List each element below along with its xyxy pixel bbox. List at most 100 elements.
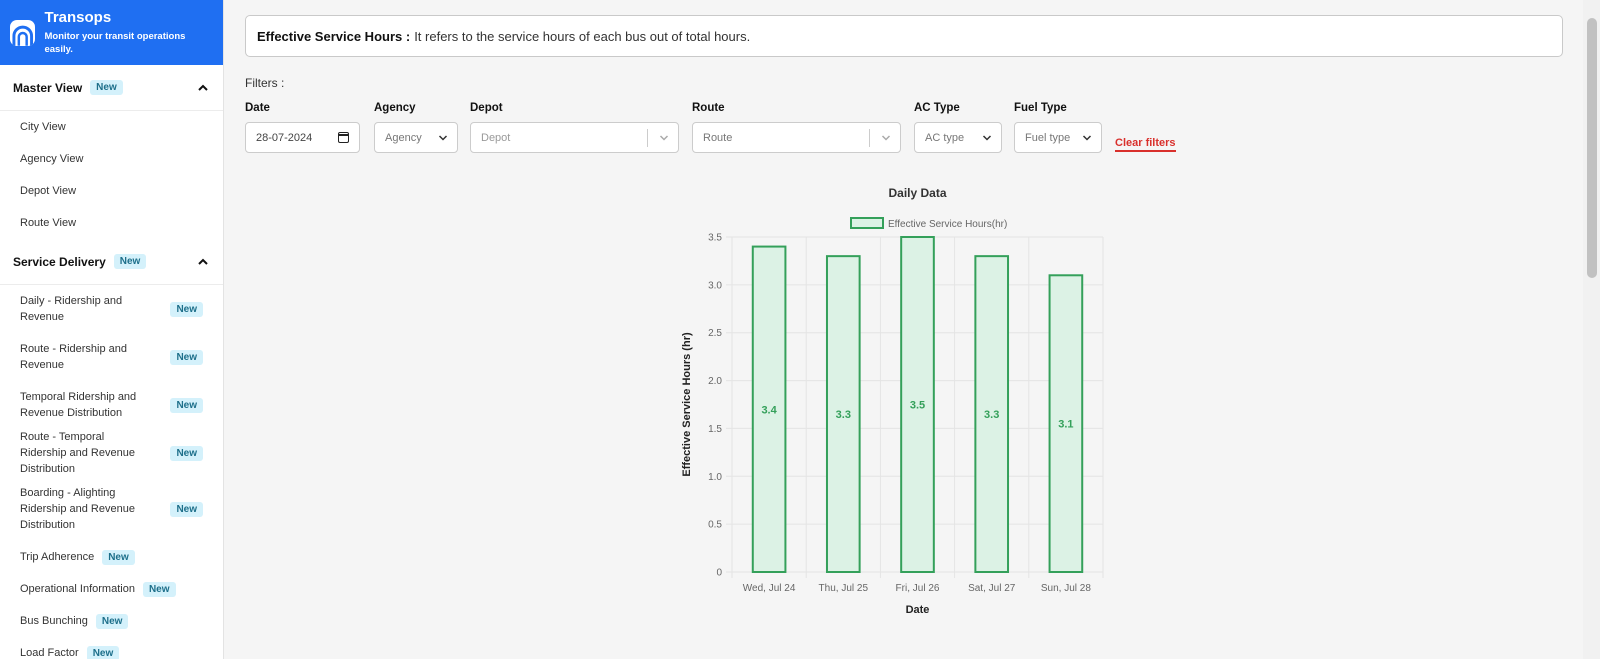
y-tick-label: 2.0 (708, 376, 722, 387)
legend-swatch (850, 217, 884, 229)
section-service-delivery[interactable]: Service Delivery New (0, 239, 223, 285)
chart-svg: Daily Data Effective Service Hours(hr) 0 0.… (681, 186, 1104, 616)
bar (974, 255, 1010, 574)
depot-placeholder: Depot (481, 131, 511, 144)
clear-filters-link[interactable]: Clear filters (1115, 137, 1176, 152)
legend-label: Effective Service Hours(hr) (888, 219, 1007, 230)
sidebar-item-agency-view[interactable]: Agency View (20, 153, 84, 165)
filters-title: Filters : (245, 76, 285, 90)
sidebar-item-temporal-ridership[interactable]: Temporal Ridership and Revenue Distribut… (0, 381, 223, 429)
select-separator (647, 129, 648, 147)
brand-title: Transops (44, 9, 112, 26)
ac-type-filter: AC Type AC type (914, 102, 1002, 153)
info-term: Effective Service Hours : (257, 28, 411, 44)
x-tick-label: Wed, Jul 24 (743, 583, 796, 594)
bar (825, 255, 861, 574)
ac-type-select[interactable]: AC type (914, 122, 1002, 153)
sidebar-item-daily-ridership[interactable]: Daily - Ridership and Revenue New (0, 285, 223, 333)
sidebar-item-boarding-alighting[interactable]: Boarding - Alighting Ridership and Reven… (0, 477, 223, 541)
chevron-down-icon (438, 135, 448, 141)
bar-data-label: 3.1 (1058, 419, 1073, 431)
main-content: Effective Service Hours : It refers to t… (225, 0, 1583, 659)
sidebar-item-city-view[interactable]: City View (20, 121, 66, 133)
bar-data-label: 3.5 (910, 400, 925, 412)
x-tick-label: Thu, Jul 25 (819, 583, 869, 594)
new-badge: New (90, 80, 123, 95)
sidebar-item-route-ridership[interactable]: Route - Ridership and Revenue New (0, 333, 223, 381)
sidebar-item-operational-information[interactable]: Operational Information New (0, 573, 223, 605)
sidebar-item-trip-adherence[interactable]: Trip Adherence New (0, 541, 223, 573)
chart-title: Daily Data (888, 186, 946, 200)
new-badge: New (170, 349, 203, 365)
x-tick-label: Sun, Jul 28 (1041, 583, 1091, 594)
section-title: Service Delivery (13, 254, 106, 269)
sidebar-item-bus-bunching[interactable]: Bus Bunching New (0, 605, 223, 637)
fuel-type-placeholder: Fuel type (1025, 131, 1071, 144)
new-badge: New (142, 581, 176, 597)
chevron-up-icon[interactable] (196, 255, 210, 269)
calendar-icon[interactable] (338, 132, 349, 143)
agency-filter: Agency Agency (374, 102, 458, 153)
depot-filter: Depot Depot (470, 102, 679, 153)
bar-data-label: 3.3 (836, 409, 851, 421)
new-badge: New (170, 301, 203, 317)
y-tick-label: 1.5 (708, 424, 722, 435)
new-badge: New (170, 501, 203, 517)
sidebar-item-load-factor[interactable]: Load Factor New (0, 637, 223, 659)
bar (751, 245, 787, 573)
new-badge: New (113, 254, 147, 269)
new-badge: New (170, 397, 203, 413)
scrollbar[interactable] (1583, 0, 1600, 659)
y-axis-label: Effective Service Hours (hr) (681, 332, 693, 477)
new-badge: New (95, 613, 129, 629)
date-input[interactable]: 28-07-2024 (245, 122, 360, 153)
y-tick-label: 1.0 (708, 472, 722, 483)
fuel-type-select[interactable]: Fuel type (1014, 122, 1102, 153)
date-filter: Date 28-07-2024 (245, 102, 360, 153)
sidebar-item-route-view[interactable]: Route View (20, 217, 77, 229)
info-banner: Effective Service Hours : It refers to t… (245, 15, 1563, 57)
y-tick-label: 0.5 (708, 520, 722, 531)
route-select[interactable]: Route (692, 122, 901, 153)
agency-placeholder: Agency (385, 131, 422, 144)
chevron-down-icon (1082, 135, 1092, 141)
brand-subtitle: Monitor your transit operations easily. (44, 31, 186, 55)
x-axis-label: Date (906, 604, 930, 616)
chevron-down-icon (659, 135, 669, 141)
filter-label: Agency (374, 102, 416, 114)
info-text: It refers to the service hours of each b… (414, 28, 751, 44)
filter-label: Depot (470, 102, 503, 114)
x-tick-label: Fri, Jul 26 (896, 583, 940, 594)
scrollbar-thumb[interactable] (1587, 18, 1597, 278)
chevron-down-icon (881, 135, 891, 141)
section-title: Master View (13, 80, 83, 95)
ac-type-placeholder: AC type (925, 131, 965, 144)
filter-label: Fuel Type (1014, 102, 1067, 114)
bar-data-label: 3.4 (761, 404, 777, 416)
new-badge: New (102, 549, 135, 565)
sidebar-item-depot-view[interactable]: Depot View (20, 185, 77, 197)
select-separator (869, 129, 870, 147)
bar-data-label: 3.3 (984, 409, 999, 421)
filter-label: Route (692, 102, 725, 114)
chevron-down-icon (982, 135, 992, 141)
section-master-view[interactable]: Master View New (0, 65, 223, 111)
sidebar-item-route-temporal-ridership[interactable]: Route - Temporal Ridership and Revenue D… (0, 429, 223, 477)
bar (1048, 274, 1084, 574)
y-tick-label: 0 (716, 568, 722, 579)
sidebar: Transops Monitor your transit operations… (0, 0, 224, 659)
chevron-up-icon[interactable] (196, 81, 210, 95)
agency-select[interactable]: Agency (374, 122, 458, 153)
transops-logo-icon (10, 19, 36, 46)
filter-label: AC Type (914, 102, 960, 114)
bar (900, 236, 935, 573)
new-badge: New (86, 645, 120, 659)
brand-header[interactable]: Transops Monitor your transit operations… (0, 0, 223, 65)
depot-select[interactable]: Depot (470, 122, 679, 153)
route-filter: Route Route (692, 102, 901, 153)
new-badge: New (170, 445, 203, 461)
date-value: 28-07-2024 (256, 131, 313, 144)
y-tick-label: 3.5 (708, 233, 722, 244)
y-tick-label: 2.5 (708, 328, 722, 339)
y-tick-label: 3.0 (708, 280, 722, 291)
